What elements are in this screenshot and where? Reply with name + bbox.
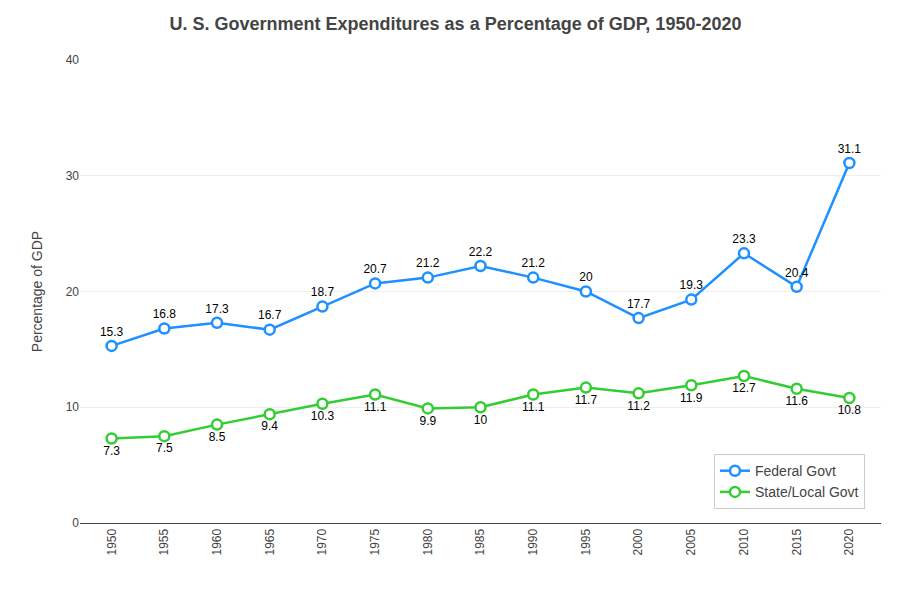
svg-text:31.1: 31.1: [838, 142, 862, 156]
svg-text:16.7: 16.7: [258, 308, 282, 322]
svg-text:10.8: 10.8: [838, 403, 862, 417]
svg-text:1985: 1985: [473, 528, 487, 555]
svg-text:1970: 1970: [315, 528, 329, 555]
svg-text:10: 10: [474, 413, 488, 427]
svg-text:11.6: 11.6: [785, 394, 808, 408]
svg-text:1990: 1990: [526, 528, 540, 555]
svg-text:11.2: 11.2: [627, 399, 650, 413]
svg-text:11.9: 11.9: [680, 391, 703, 405]
svg-text:17.7: 17.7: [627, 297, 651, 311]
svg-text:21.2: 21.2: [522, 256, 546, 270]
svg-text:11.7: 11.7: [575, 393, 598, 407]
svg-text:1950: 1950: [105, 528, 119, 555]
svg-text:State/Local Govt: State/Local Govt: [755, 484, 859, 500]
svg-text:20.7: 20.7: [363, 262, 387, 276]
svg-text:2005: 2005: [684, 528, 698, 555]
svg-text:7.5: 7.5: [156, 441, 173, 455]
svg-text:10: 10: [66, 400, 80, 414]
svg-text:11.1: 11.1: [364, 400, 387, 414]
svg-text:10.3: 10.3: [311, 409, 335, 423]
svg-text:8.5: 8.5: [209, 430, 226, 444]
svg-text:0: 0: [72, 516, 79, 530]
svg-text:20: 20: [579, 270, 593, 284]
svg-text:Federal Govt: Federal Govt: [755, 463, 836, 479]
svg-text:9.4: 9.4: [261, 419, 278, 433]
svg-text:11.1: 11.1: [522, 400, 545, 414]
svg-text:1975: 1975: [368, 528, 382, 555]
svg-text:7.3: 7.3: [103, 444, 120, 458]
svg-text:30: 30: [66, 169, 80, 183]
svg-text:1995: 1995: [579, 528, 593, 555]
svg-text:22.2: 22.2: [469, 245, 493, 259]
svg-text:19.3: 19.3: [680, 278, 704, 292]
svg-text:Percentage of GDP: Percentage of GDP: [29, 231, 45, 352]
svg-text:21.2: 21.2: [416, 256, 440, 270]
svg-text:2010: 2010: [737, 528, 751, 555]
svg-text:18.7: 18.7: [311, 285, 335, 299]
svg-text:23.3: 23.3: [732, 232, 756, 246]
svg-text:2000: 2000: [631, 528, 645, 555]
svg-text:40: 40: [66, 53, 80, 67]
svg-text:2020: 2020: [842, 528, 856, 555]
svg-text:1980: 1980: [421, 528, 435, 555]
svg-text:2015: 2015: [790, 528, 804, 555]
svg-text:16.8: 16.8: [153, 307, 177, 321]
svg-text:20.4: 20.4: [785, 266, 809, 280]
svg-text:1965: 1965: [263, 528, 277, 555]
svg-text:9.9: 9.9: [419, 414, 436, 428]
svg-text:15.3: 15.3: [100, 325, 124, 339]
svg-text:1960: 1960: [210, 528, 224, 555]
svg-text:U. S. Government Expenditures: U. S. Government Expenditures as a Perce…: [170, 14, 742, 34]
svg-text:1955: 1955: [157, 528, 171, 555]
svg-text:12.7: 12.7: [732, 381, 756, 395]
svg-text:20: 20: [66, 285, 80, 299]
svg-text:17.3: 17.3: [205, 302, 229, 316]
